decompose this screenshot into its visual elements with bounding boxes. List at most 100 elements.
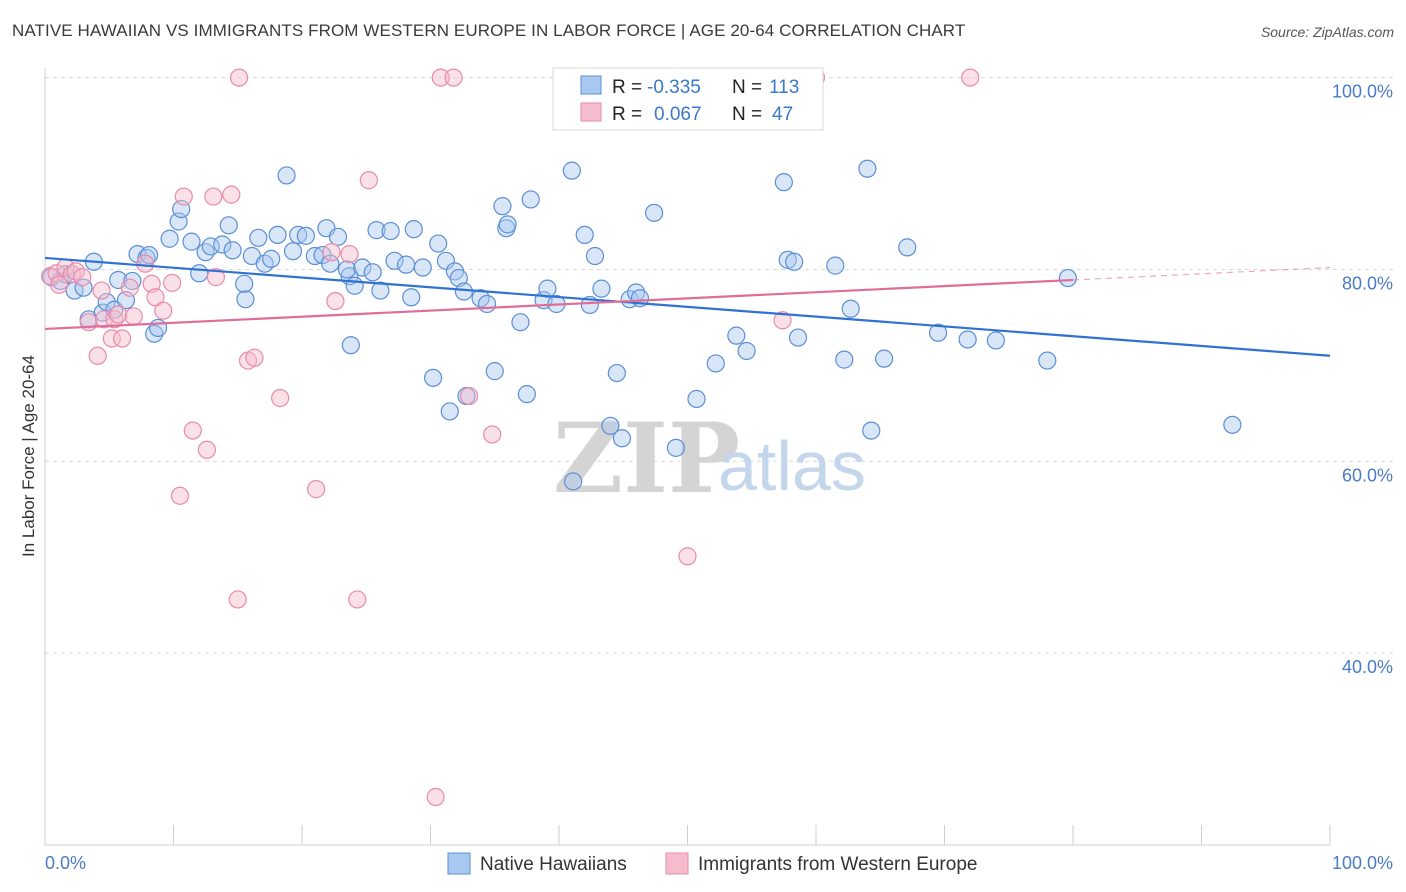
point-native-hawaiians [396, 255, 416, 274]
trend-line-western-europe-extension [1072, 266, 1331, 281]
point-native-hawaiians [898, 238, 917, 257]
point-western-europe [961, 68, 980, 87]
point-native-hawaiians [564, 472, 583, 491]
stats-n-value-2: 47 [772, 104, 793, 125]
point-native-hawaiians [321, 254, 340, 273]
stats-r-label-2: R = [612, 104, 642, 125]
point-native-hawaiians [493, 197, 512, 216]
point-native-hawaiians [687, 389, 706, 409]
y-axis-label: In Labor Force | Age 20-64 [19, 355, 38, 557]
watermark-zip: ZIP [553, 402, 740, 515]
point-western-europe [245, 348, 264, 367]
point-native-hawaiians [423, 368, 443, 387]
x-axis-ticks [44, 825, 1331, 845]
point-native-hawaiians [858, 159, 877, 178]
point-native-hawaiians [345, 276, 364, 295]
point-native-hawaiians [788, 328, 808, 347]
point-native-hawaiians [440, 402, 459, 421]
point-western-europe [88, 346, 107, 365]
point-western-europe [459, 386, 479, 406]
bottom-legend: Native Hawaiians Immigrants from Western… [447, 852, 977, 875]
point-native-hawaiians [785, 252, 804, 271]
trend-line-western-europe [44, 278, 1074, 331]
point-western-europe [47, 264, 66, 283]
y-tick-label: 60.0% [1342, 465, 1393, 485]
point-native-hawaiians [371, 281, 390, 300]
y-tick-label: 100.0% [1332, 82, 1393, 102]
point-native-hawaiians [353, 258, 372, 277]
point-native-hawaiians [289, 225, 308, 245]
y-axis-tick-labels: 40.0% 60.0% 80.0% 100.0% [1332, 82, 1393, 678]
x-tick-label-max: 100.0% [1332, 853, 1393, 873]
point-native-hawaiians [196, 243, 215, 262]
stats-n-value-1: 113 [769, 77, 799, 98]
point-native-hawaiians [182, 232, 201, 251]
point-native-hawaiians [97, 292, 116, 312]
point-western-europe [206, 268, 226, 287]
point-native-hawaiians [592, 279, 611, 298]
point-western-europe [228, 590, 247, 609]
stats-r-value-1: -0.335 [647, 77, 701, 98]
point-western-europe [271, 388, 290, 408]
point-western-europe [163, 273, 182, 292]
point-western-europe [431, 68, 450, 87]
point-native-hawaiians [219, 216, 238, 235]
point-native-hawaiians [644, 203, 664, 222]
point-native-hawaiians [363, 263, 382, 282]
point-native-hawaiians [875, 349, 894, 368]
trend-line-native-hawaiians [44, 256, 1331, 357]
stats-r-value-2: 0.067 [654, 104, 702, 125]
grid-lines [45, 77, 1393, 654]
point-native-hawaiians [986, 331, 1006, 350]
source-label: Source: ZipAtlas.com [1260, 24, 1394, 40]
legend-label-western-europe: Immigrants from Western Europe [698, 854, 977, 875]
watermark-atlas: atlas [718, 427, 866, 505]
point-western-europe [204, 187, 223, 206]
point-native-hawaiians [485, 362, 504, 381]
point-native-hawaiians [1223, 415, 1242, 434]
point-western-europe [678, 547, 697, 566]
point-western-europe [154, 301, 173, 320]
point-western-europe [92, 281, 111, 300]
point-western-europe [95, 310, 114, 329]
point-native-hawaiians [213, 235, 232, 254]
chart-title: NATIVE HAWAIIAN VS IMMIGRANTS FROM WESTE… [12, 21, 966, 40]
point-native-hawaiians [706, 354, 725, 373]
point-native-hawaiians [148, 318, 168, 338]
point-native-hawaiians [517, 385, 536, 404]
point-native-hawaiians [385, 251, 404, 270]
point-native-hawaiians [521, 190, 540, 209]
point-western-europe [773, 311, 792, 330]
point-native-hawaiians [511, 313, 530, 332]
point-native-hawaiians [727, 326, 746, 345]
stats-n-label-2: N = [732, 104, 762, 125]
point-native-hawaiians [337, 260, 357, 279]
stats-legend-swatch-pink [580, 102, 602, 122]
y-tick-label: 80.0% [1342, 273, 1393, 293]
point-native-hawaiians [436, 251, 456, 270]
point-native-hawaiians [575, 225, 594, 245]
y-tick-label: 40.0% [1342, 657, 1393, 677]
point-native-hawaiians [1058, 268, 1077, 288]
point-native-hawaiians [328, 227, 348, 246]
point-native-hawaiians [402, 288, 421, 307]
point-native-hawaiians [262, 249, 281, 268]
point-native-hawaiians [160, 229, 179, 248]
point-western-europe [112, 329, 132, 348]
point-native-hawaiians [413, 258, 432, 277]
point-native-hawaiians [139, 245, 159, 265]
point-native-hawaiians [235, 274, 254, 293]
point-western-europe [326, 292, 345, 311]
point-western-europe [50, 275, 69, 294]
point-western-europe [444, 68, 463, 87]
point-native-hawaiians [223, 241, 242, 260]
point-native-hawaiians [236, 290, 255, 309]
point-native-hawaiians [498, 215, 517, 234]
point-native-hawaiians [477, 294, 497, 314]
point-western-europe [340, 244, 359, 264]
legend-label-native-hawaiians: Native Hawaiians [480, 854, 627, 875]
point-western-europe [197, 440, 217, 459]
point-western-europe [102, 329, 121, 348]
point-western-europe [109, 305, 128, 324]
